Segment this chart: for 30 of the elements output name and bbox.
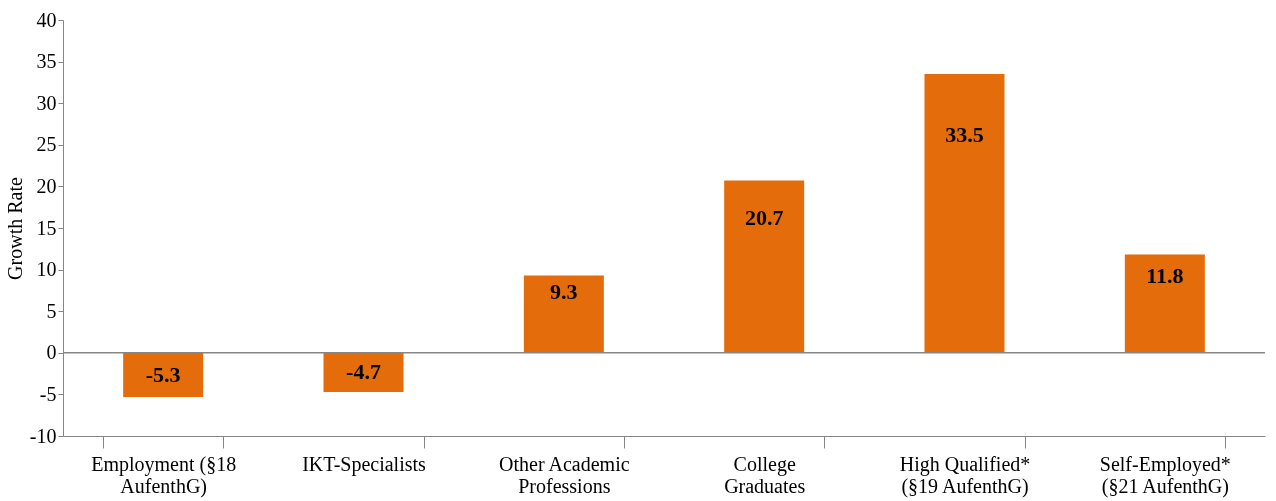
bar xyxy=(724,180,805,353)
x-tick-label: Other Academic Professions xyxy=(499,452,630,497)
y-tick-label: 5 xyxy=(46,299,57,322)
y-tick-label: -5 xyxy=(39,382,57,405)
data-label: 33.5 xyxy=(945,122,984,148)
bar xyxy=(323,352,404,392)
data-label: 11.8 xyxy=(1146,263,1184,289)
y-tick-label: 20 xyxy=(36,174,57,197)
data-label: 20.7 xyxy=(744,205,784,231)
data-label: -4.7 xyxy=(346,359,381,385)
y-tick-label: 10 xyxy=(36,258,57,281)
y-tick-label: 25 xyxy=(36,133,57,156)
y-tick-label: 0 xyxy=(46,341,57,364)
data-label: 9.3 xyxy=(550,279,578,305)
y-axis-title: Growth Rate xyxy=(3,177,26,280)
x-tick-label: High Qualified* (§19 AufenthG) xyxy=(899,452,1031,498)
data-label: -5.3 xyxy=(145,361,181,387)
bar xyxy=(1124,254,1205,353)
y-tick-label: 35 xyxy=(36,50,57,73)
x-tick-label: IKT-Specialists xyxy=(302,452,427,476)
bar xyxy=(924,74,1005,353)
bar xyxy=(523,275,604,353)
bar xyxy=(123,352,204,397)
y-tick-label: 30 xyxy=(36,91,57,114)
x-tick-label: Employment (§18 AufenthG) xyxy=(91,452,237,498)
y-tick-label: -10 xyxy=(29,424,57,447)
y-tick-label: 15 xyxy=(36,216,57,239)
x-tick-label: College Graduates xyxy=(724,452,806,497)
x-tick-label: Self-Employed* (§21 AufenthG) xyxy=(1099,452,1231,498)
y-tick-label: 40 xyxy=(36,8,57,31)
